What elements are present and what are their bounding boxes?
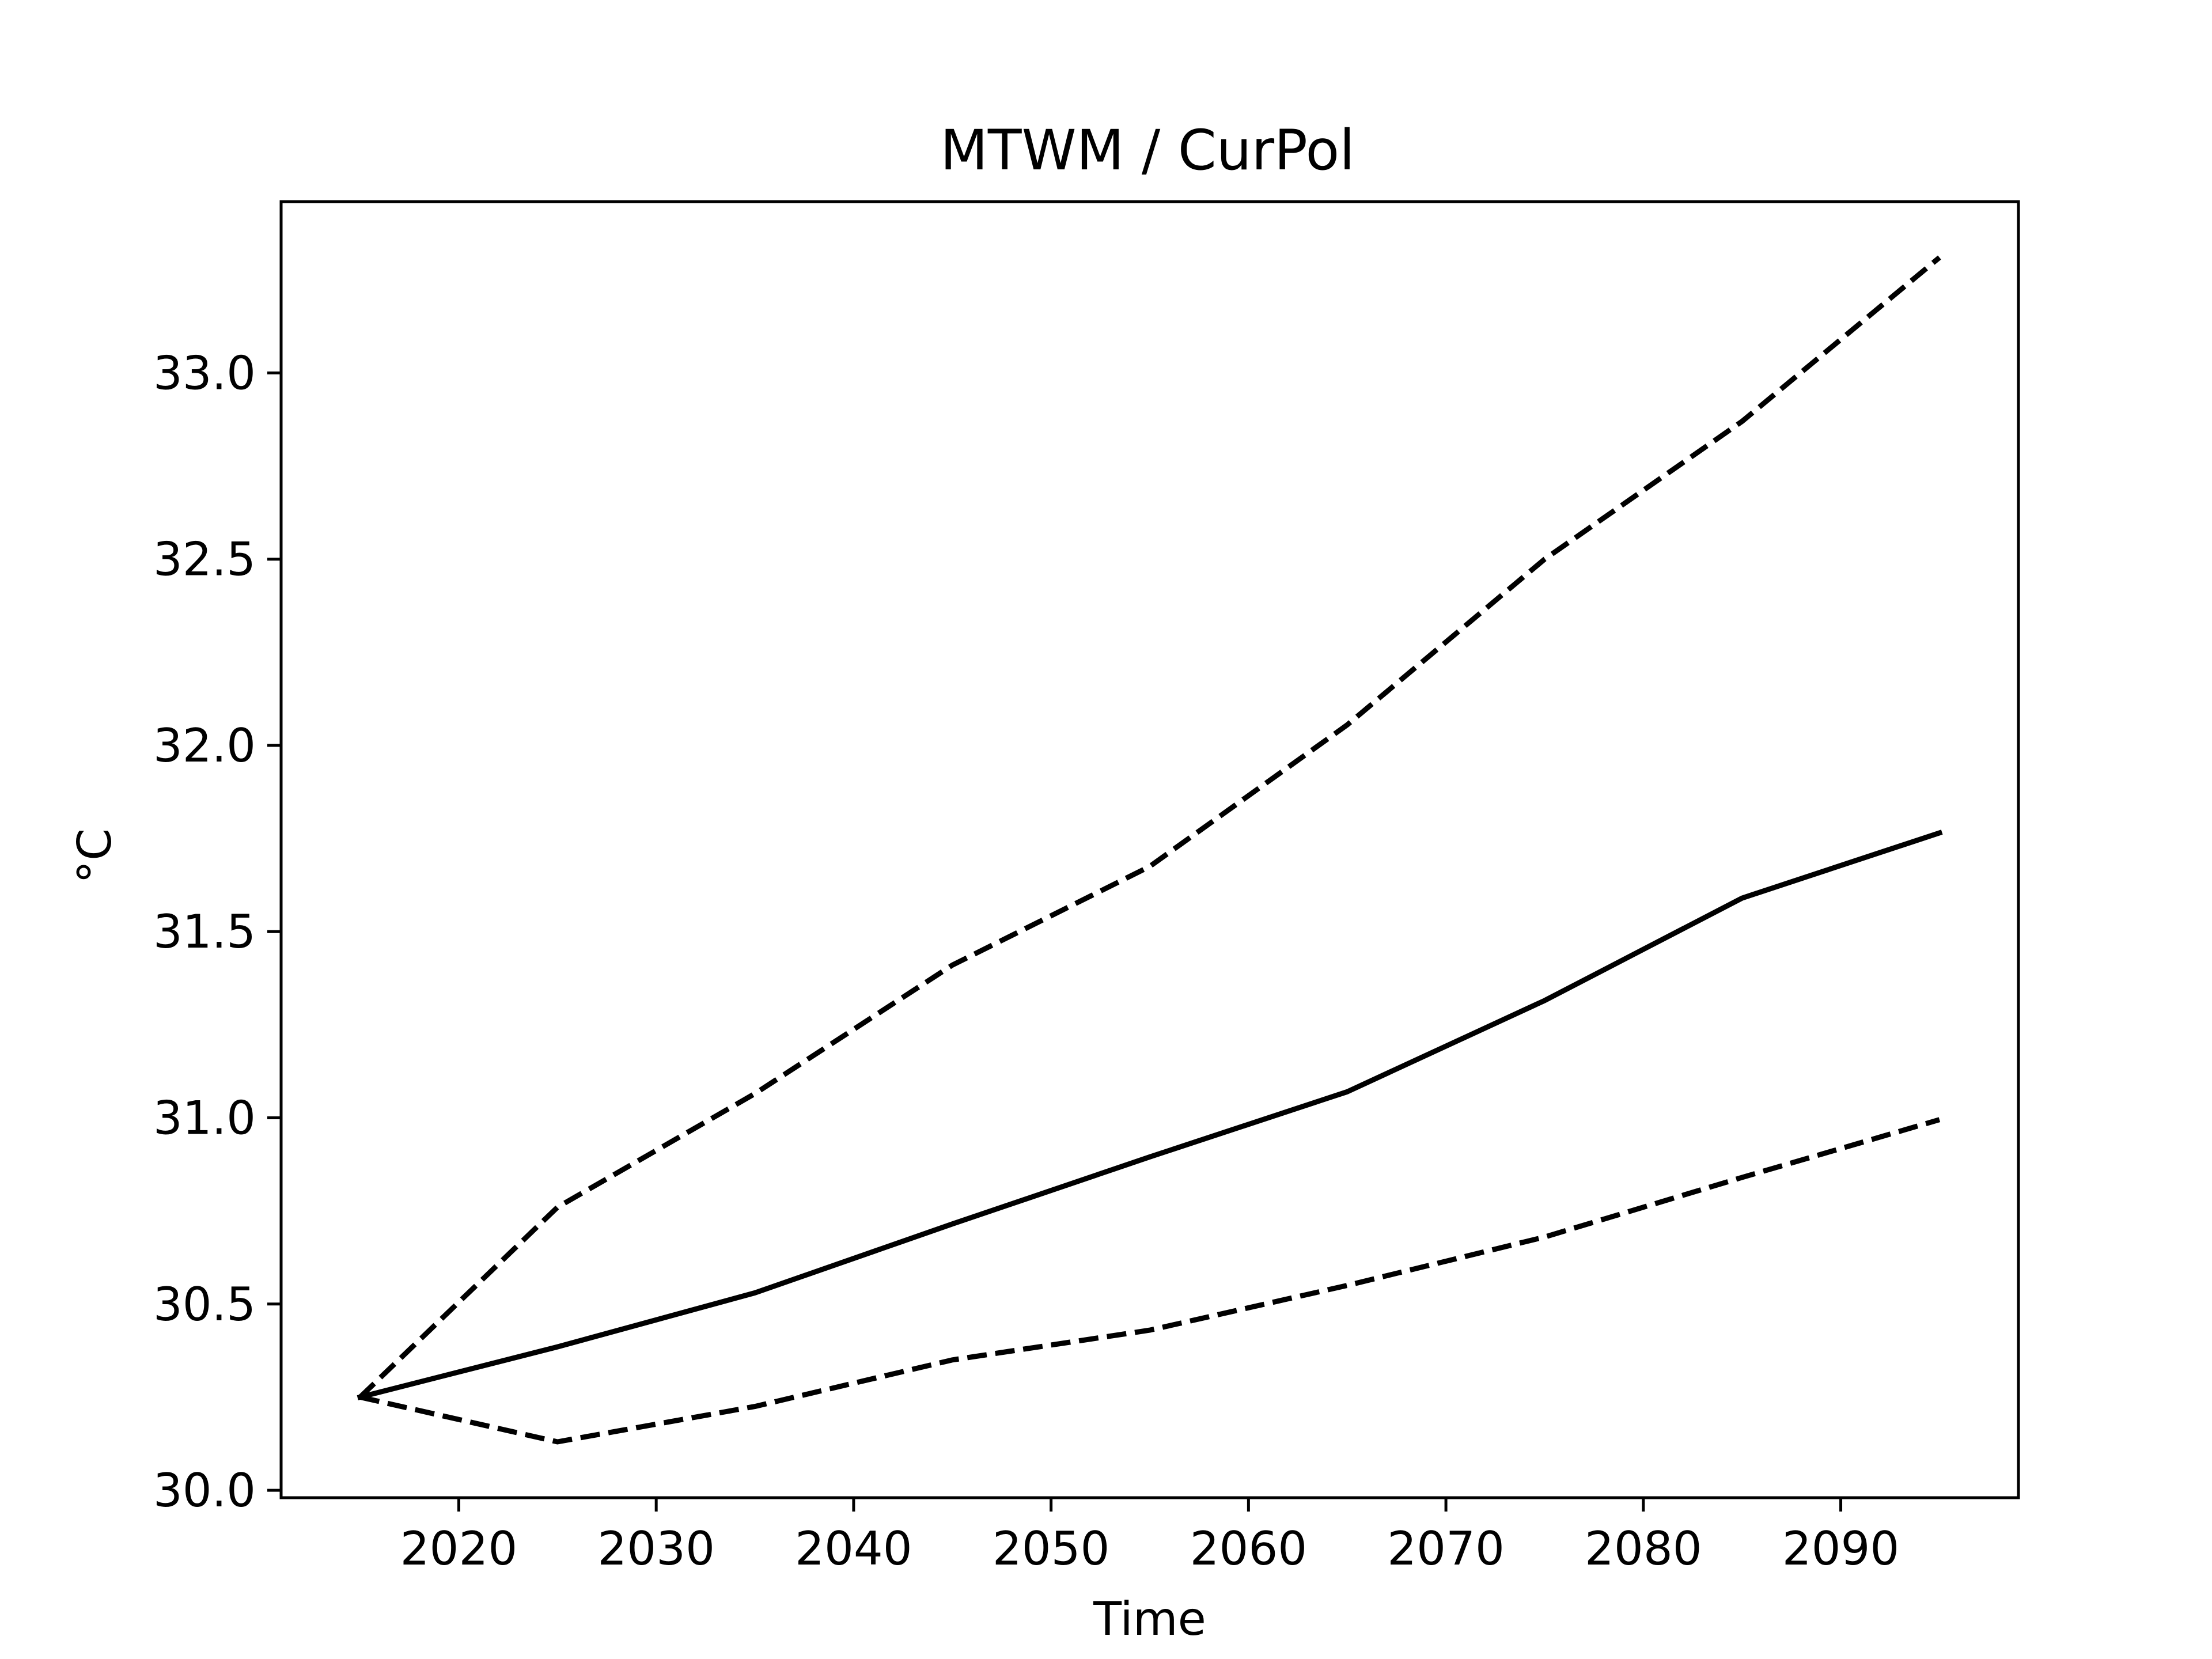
series-line-solid <box>357 830 1943 1400</box>
y-tick-label: 32.5 <box>153 533 256 586</box>
y-axis-title: °C <box>68 828 122 884</box>
y-axis: 30.0 30.5 31.0 31.5 32.0 32.5 33.0 <box>153 346 281 1517</box>
y-tick-label: 31.0 <box>153 1092 256 1145</box>
x-tick-label: 2080 <box>1585 1522 1702 1575</box>
chart-title: MTWM / CurPol <box>940 118 1355 183</box>
y-tick-label: 31.5 <box>153 905 256 959</box>
x-tick-label: 2020 <box>400 1522 518 1575</box>
y-tick-label: 30.0 <box>153 1464 256 1517</box>
y-tick-label: 30.5 <box>153 1278 256 1331</box>
series-layer <box>357 255 1943 1445</box>
y-tick-label: 33.0 <box>153 346 256 400</box>
y-tick-label: 32.0 <box>153 719 256 772</box>
plot-frame <box>279 200 2020 1499</box>
series-line-lower-dashed <box>359 1117 1941 1445</box>
x-tick-label: 2090 <box>1782 1522 1900 1575</box>
x-tick-label: 2050 <box>993 1522 1110 1575</box>
x-tick-label: 2040 <box>795 1522 912 1575</box>
series-line-upper-dashed <box>358 255 1941 1399</box>
x-tick-label: 2070 <box>1387 1522 1505 1575</box>
x-axis: 2020 2030 2040 2050 2060 2070 2080 2090 <box>400 1498 1900 1575</box>
x-axis-title: Time <box>1093 1592 1206 1646</box>
x-tick-label: 2030 <box>597 1522 715 1575</box>
x-tick-label: 2060 <box>1190 1522 1308 1575</box>
